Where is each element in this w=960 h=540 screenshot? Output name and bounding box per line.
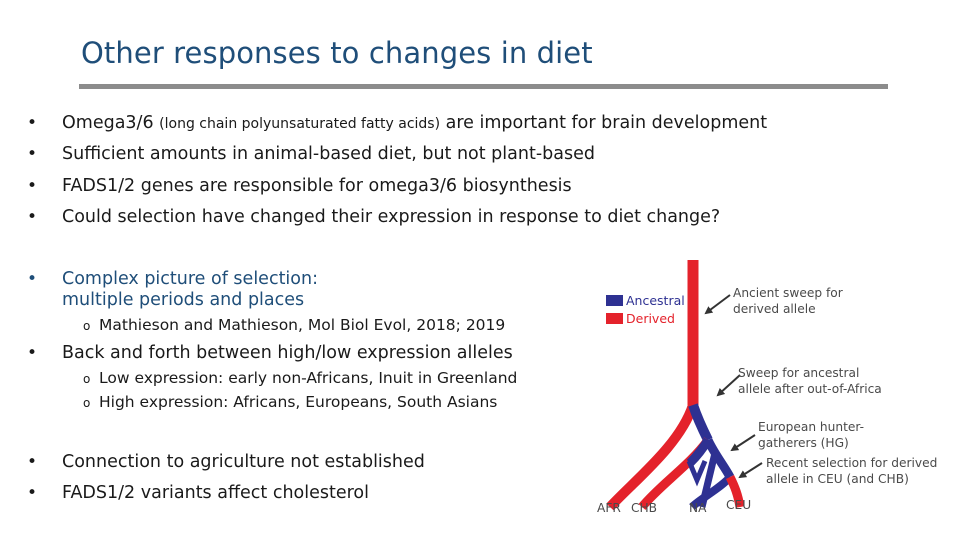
sub-text: High expression: Africans, Europeans, So… bbox=[99, 393, 498, 411]
west-branch bbox=[703, 438, 735, 480]
bullet-text: multiple periods and places bbox=[62, 290, 305, 310]
hg-branch bbox=[698, 452, 719, 508]
afr-branch bbox=[606, 403, 698, 511]
sub-bullet-circle: o bbox=[83, 319, 91, 333]
bullet-omega-post: are important for brain development bbox=[440, 113, 768, 133]
bullet-dot: • bbox=[27, 343, 38, 363]
annotation-euro-line2: gatherers (HG) bbox=[758, 436, 849, 450]
bullet-dot: • bbox=[27, 483, 38, 503]
bullet-omega-pre: Omega3/6 bbox=[62, 113, 160, 133]
legend-ancestral-swatch bbox=[606, 295, 623, 306]
population-na: NA bbox=[689, 501, 707, 515]
annotation-recent-line1: Recent selection for derived bbox=[766, 456, 937, 470]
bullet-text: Back and forth between high/low expressi… bbox=[62, 343, 513, 363]
hg-fork bbox=[686, 460, 708, 487]
bullet-dot: • bbox=[27, 176, 38, 196]
sub-bullet-circle: o bbox=[83, 372, 91, 386]
bullet-text: FADS1/2 variants affect cholesterol bbox=[62, 483, 370, 503]
annotation-recent-line2: allele in CEU (and CHB) bbox=[766, 472, 909, 486]
bullet-dot: • bbox=[27, 144, 38, 164]
sub-text: Mathieson and Mathieson, Mol Biol Evol, … bbox=[99, 316, 506, 334]
diagram-svg: Ancestral Derived Ancient sweep for deri… bbox=[597, 260, 937, 515]
bullet-text: FADS1/2 genes are responsible for omega3… bbox=[62, 176, 572, 196]
bullet-text: Sufficient amounts in animal-based diet,… bbox=[62, 144, 595, 164]
sub-bullet-circle: o bbox=[83, 396, 91, 410]
arrow-ceu bbox=[738, 462, 763, 479]
population-chb: CHB bbox=[631, 501, 657, 515]
bullet-dot: • bbox=[27, 207, 38, 227]
legend-derived-label: Derived bbox=[626, 311, 675, 326]
bullet-omega-note: (long chain polyunsaturated fatty acids) bbox=[159, 116, 441, 132]
annotation-euro-line1: European hunter- bbox=[758, 420, 864, 434]
ceu-branch bbox=[725, 474, 745, 508]
arrow-hg bbox=[730, 434, 756, 452]
bullet-dot: • bbox=[27, 452, 38, 472]
population-ceu: CEU bbox=[726, 498, 751, 512]
ooa-branch bbox=[688, 403, 713, 443]
slide-title: Other responses to changes in diet bbox=[81, 36, 593, 70]
population-afr: AFR bbox=[597, 501, 621, 515]
bullet-dot: • bbox=[27, 113, 38, 133]
annotation-sweep-line2: allele after out-of-Africa bbox=[738, 382, 882, 396]
annotation-ancient-line1: Ancient sweep for bbox=[733, 286, 844, 300]
arrow-ooa bbox=[716, 374, 741, 397]
annotation-ancient-line2: derived allele bbox=[733, 302, 816, 316]
legend-derived-swatch bbox=[606, 313, 623, 324]
bullet-text: Connection to agriculture not establishe… bbox=[62, 452, 425, 472]
title-underline bbox=[79, 84, 888, 89]
fads-selection-diagram: Ancestral Derived Ancient sweep for deri… bbox=[590, 255, 940, 525]
bullet-text: Complex picture of selection: bbox=[62, 269, 318, 289]
legend-ancestral-label: Ancestral bbox=[626, 293, 685, 308]
bullet-text: Could selection have changed their expre… bbox=[62, 207, 721, 227]
bullet-dot: • bbox=[27, 269, 38, 289]
bullet-text: Omega3/6 (long chain polyunsaturated fat… bbox=[62, 113, 768, 133]
sub-text: Low expression: early non-Africans, Inui… bbox=[99, 369, 518, 387]
annotation-sweep-line1: Sweep for ancestral bbox=[738, 366, 859, 380]
arrow-ancient bbox=[704, 294, 731, 315]
